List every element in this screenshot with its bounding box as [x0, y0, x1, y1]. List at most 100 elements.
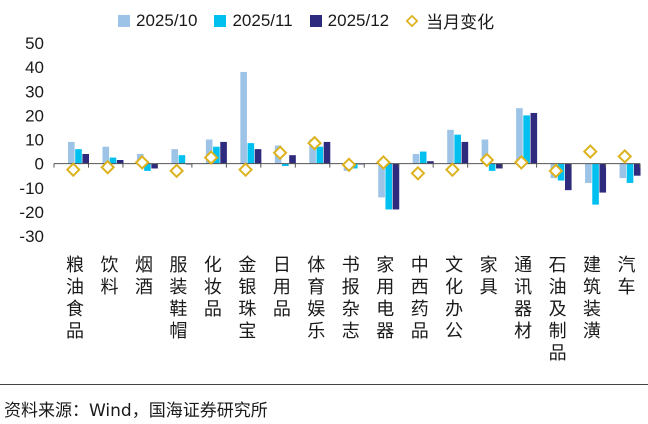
bar-2025-11	[385, 163, 393, 210]
bar-2025-11	[419, 151, 427, 164]
bar-2025-10	[102, 146, 110, 164]
bar-2025-10	[171, 149, 179, 164]
x-category-label: 通	[514, 255, 532, 275]
bar-2025-10	[309, 139, 316, 164]
marker-monthly-change	[100, 159, 116, 175]
x-category-label: 讯	[514, 277, 532, 297]
x-category-label: 珠	[238, 299, 256, 319]
y-tick-label: 0	[35, 155, 44, 174]
x-category-label: 料	[100, 277, 118, 297]
y-tick-label: 10	[25, 131, 44, 150]
chart-svg: 50403020100-10-20-30粮油食品饮料烟酒服装鞋帽化妆品金银珠宝日…	[19, 34, 641, 363]
marker-monthly-change	[479, 152, 495, 168]
x-category-label: 筑	[583, 277, 601, 297]
marker-monthly-change	[513, 155, 529, 170]
x-category-label: 化	[204, 255, 222, 275]
x-category-label: 品	[549, 343, 567, 363]
x-category-label: 西	[411, 277, 429, 297]
x-category-label: 银	[238, 277, 256, 297]
legend-item-monthly-change: 当月变化	[406, 8, 494, 33]
bar-2025-11	[282, 163, 289, 167]
marker-monthly-change	[272, 145, 288, 161]
marker-monthly-change	[444, 162, 460, 178]
marker-monthly-change	[238, 162, 254, 178]
bar-2025-11	[144, 163, 151, 171]
x-category-label: 品	[204, 299, 222, 319]
bar-2025-11	[626, 163, 634, 183]
legend-swatch-2025-10	[118, 14, 130, 27]
x-category-label: 书	[342, 255, 360, 275]
bar-2025-12	[116, 160, 124, 164]
y-tick-label: -20	[19, 203, 44, 222]
x-category-label: 妆	[204, 277, 222, 297]
legend-item-2025-11: 2025/11	[214, 11, 293, 31]
x-category-label: 品	[411, 321, 429, 341]
x-category-label: 器	[514, 299, 532, 319]
x-category-label: 家	[480, 255, 498, 275]
bar-2025-10	[619, 163, 627, 179]
x-category-label: 汽	[618, 255, 636, 275]
x-category-label: 饮	[100, 255, 118, 275]
x-category-label: 油	[66, 277, 84, 297]
legend-swatch-2025-12	[309, 14, 322, 27]
bar-2025-11	[454, 134, 461, 164]
bar-2025-12	[254, 149, 262, 164]
x-category-label: 装	[169, 277, 187, 297]
bar-2025-12	[289, 155, 296, 164]
bar-2025-11	[178, 155, 186, 164]
bar-2025-10	[585, 163, 592, 183]
bar-2025-12	[496, 163, 503, 169]
legend-item-2025-10: 2025/10	[118, 11, 197, 31]
x-category-label: 用	[273, 277, 291, 297]
y-tick-label: 40	[25, 58, 44, 77]
y-tick-label: 20	[25, 106, 44, 125]
x-category-label: 具	[480, 277, 498, 297]
x-category-label: 潢	[583, 321, 601, 341]
x-category-label: 化	[445, 277, 463, 297]
x-category-label: 服	[169, 255, 187, 275]
x-category-label: 及	[549, 299, 567, 319]
bar-2025-10	[412, 153, 420, 164]
chart-legend: 2025/10 2025/11 2025/12 当月变化	[118, 8, 511, 33]
bar-2025-12	[220, 141, 227, 164]
x-category-label: 油	[549, 277, 567, 297]
x-category-label: 文	[445, 255, 463, 275]
y-tick-label: -30	[19, 227, 44, 246]
bar-2025-11	[109, 157, 117, 164]
x-category-label: 粮	[66, 255, 84, 275]
bar-2025-10	[205, 139, 213, 164]
marker-monthly-change	[307, 135, 322, 151]
marker-monthly-change	[617, 148, 633, 164]
x-category-label: 报	[342, 277, 360, 297]
x-category-label: 药	[411, 299, 429, 319]
marker-monthly-change	[65, 162, 81, 178]
bar-2025-10	[240, 71, 247, 164]
x-category-label: 杂	[342, 299, 360, 319]
bar-2025-11	[523, 115, 530, 164]
bar-2025-12	[530, 112, 538, 164]
x-category-label: 制	[549, 321, 567, 341]
legend-label-monthly-change: 当月变化	[426, 13, 495, 32]
bar-2025-11	[592, 163, 599, 205]
x-category-label: 志	[342, 321, 360, 341]
bar-2025-11	[316, 146, 324, 164]
y-tick-label: -10	[19, 179, 44, 198]
marker-monthly-change	[376, 155, 391, 170]
bar-2025-12	[82, 153, 89, 164]
bar-2025-10	[378, 163, 385, 198]
x-category-label: 鞋	[169, 299, 187, 319]
source-divider	[0, 384, 648, 385]
bar-2025-11	[75, 149, 82, 164]
bar-2025-10	[516, 108, 523, 164]
x-category-label: 烟	[135, 255, 153, 275]
x-category-label: 帽	[169, 321, 187, 341]
x-category-label: 酒	[135, 277, 153, 297]
x-category-label: 装	[583, 299, 601, 319]
x-category-label: 宝	[238, 321, 256, 341]
x-category-label: 石	[549, 255, 567, 275]
bar-2025-12	[461, 141, 469, 164]
x-category-label: 车	[618, 277, 636, 297]
bar-2025-10	[68, 141, 75, 164]
legend-label-2025-10: 2025/10	[136, 10, 198, 30]
x-category-label: 公	[445, 321, 463, 341]
